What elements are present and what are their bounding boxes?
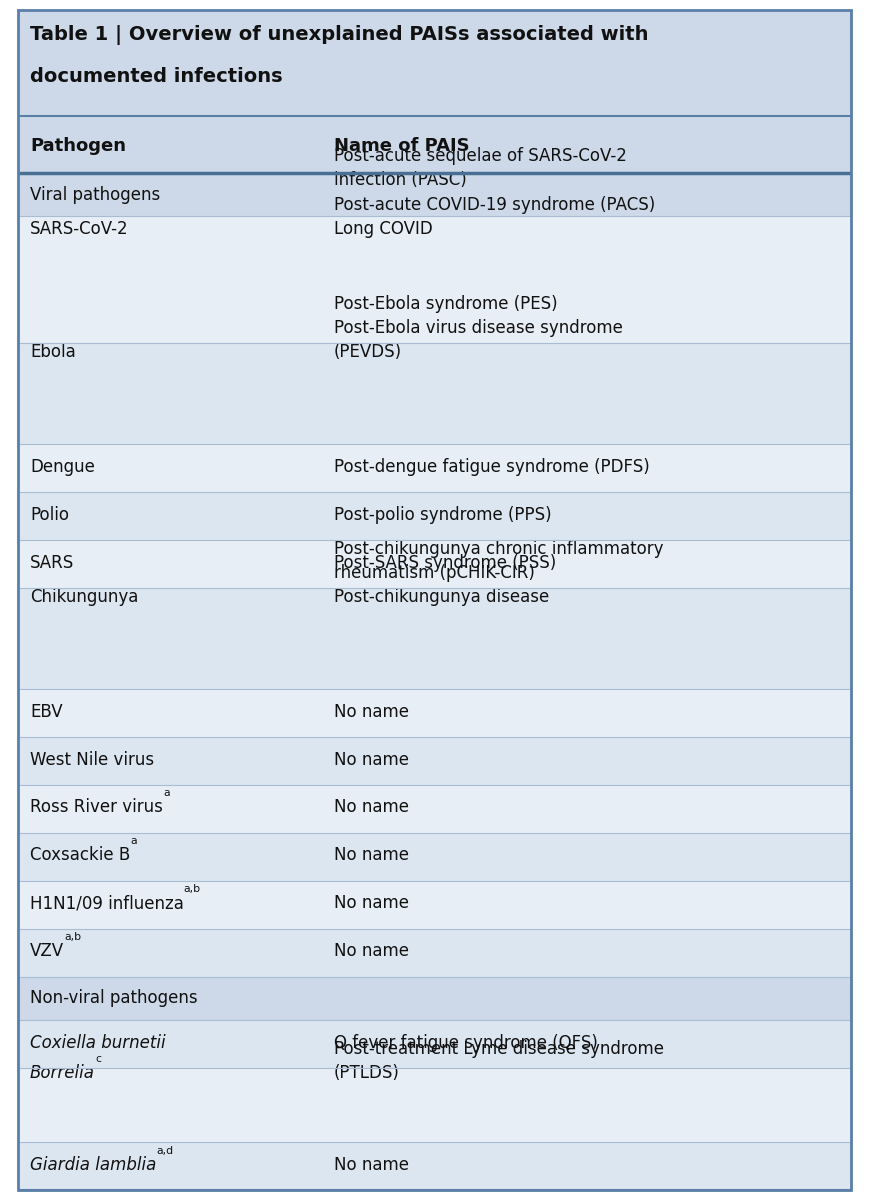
Text: Coxsackie B: Coxsackie B [30,846,130,864]
Bar [18,588,851,689]
Text: a: a [130,836,137,846]
Text: a: a [163,788,169,798]
Text: Post-polio syndrome (PPS): Post-polio syndrome (PPS) [334,506,552,524]
Bar [18,540,851,588]
Text: Coxiella burnetii: Coxiella burnetii [30,1033,166,1051]
Text: No name: No name [334,702,409,720]
Bar [18,1142,851,1190]
Text: Ebola: Ebola [30,343,76,361]
Text: Post-Ebola syndrome (PES)
Post-Ebola virus disease syndrome
(PEVDS): Post-Ebola syndrome (PES) Post-Ebola vir… [334,295,623,361]
Text: Non-viral pathogens: Non-viral pathogens [30,989,197,1007]
Bar [18,689,851,737]
Bar [18,343,851,444]
Bar [18,492,851,540]
Text: Ross River virus: Ross River virus [30,798,163,816]
Text: Q fever fatigue syndrome (QFS): Q fever fatigue syndrome (QFS) [334,1033,598,1051]
Bar [18,929,851,977]
Text: Chikungunya: Chikungunya [30,588,138,606]
Text: c: c [95,1054,101,1064]
Text: No name: No name [334,846,409,864]
Text: Post-treatment Lyme disease syndrome
(PTLDS): Post-treatment Lyme disease syndrome (PT… [334,1039,664,1082]
Text: No name: No name [334,1156,409,1174]
Text: Pathogen: Pathogen [30,137,126,155]
Text: Dengue: Dengue [30,458,95,476]
Text: Polio: Polio [30,506,69,524]
Text: No name: No name [334,894,409,912]
Text: Borrelia: Borrelia [30,1064,95,1082]
Text: EBV: EBV [30,702,63,720]
Text: Viral pathogens: Viral pathogens [30,186,160,204]
Bar [18,10,851,115]
Bar [18,1020,851,1068]
Text: H1N1/09 influenza: H1N1/09 influenza [30,894,184,912]
Text: a,b: a,b [184,884,201,894]
Bar [18,1068,851,1142]
Text: SARS-CoV-2: SARS-CoV-2 [30,220,129,238]
Text: Post-dengue fatigue syndrome (PDFS): Post-dengue fatigue syndrome (PDFS) [334,458,650,476]
Text: documented infections: documented infections [30,67,282,85]
Text: Giardia lamblia: Giardia lamblia [30,1156,156,1174]
Text: a,d: a,d [156,1146,174,1156]
Bar [18,833,851,881]
Text: No name: No name [334,942,409,960]
Text: Post-SARS syndrome (PSS): Post-SARS syndrome (PSS) [334,554,556,572]
Text: West Nile virus: West Nile virus [30,750,154,768]
Bar [18,444,851,492]
Text: No name: No name [334,798,409,816]
Bar [18,737,851,785]
Bar [18,216,851,343]
Text: No name: No name [334,750,409,768]
Text: VZV: VZV [30,942,64,960]
Text: a,b: a,b [64,932,81,942]
Bar [18,115,851,173]
Text: Name of PAIS: Name of PAIS [334,137,469,155]
Text: Post-acute sequelae of SARS-CoV-2
infection (PASC)
Post-acute COVID-19 syndrome : Post-acute sequelae of SARS-CoV-2 infect… [334,148,655,238]
Bar [18,977,851,1020]
Text: SARS: SARS [30,554,74,572]
Bar [18,785,851,833]
Bar [18,173,851,216]
Text: Post-chikungunya chronic inflammatory
rheumatism (pCHIK-CIR)
Post-chikungunya di: Post-chikungunya chronic inflammatory rh… [334,540,664,606]
Text: Table 1 | Overview of unexplained PAISs associated with: Table 1 | Overview of unexplained PAISs … [30,24,648,44]
Bar [18,881,851,929]
